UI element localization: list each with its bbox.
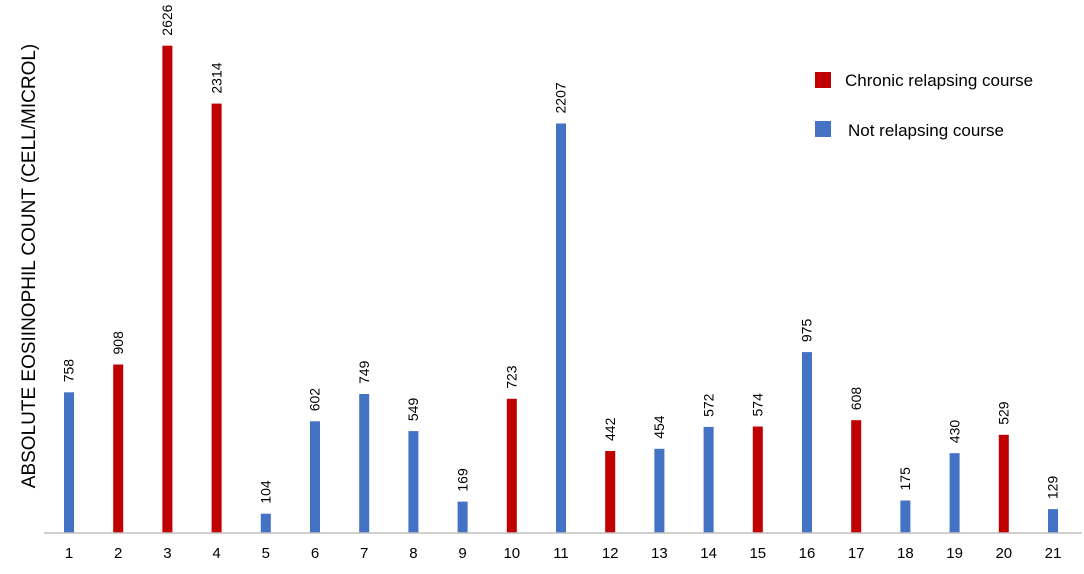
x-tick-label-19: 19 [946,545,963,562]
x-tick-label-1: 1 [65,545,73,562]
bar-12 [605,451,616,533]
x-tick-label-7: 7 [360,545,368,562]
data-label-21: 129 [1045,476,1061,500]
data-label-14: 572 [700,393,716,417]
data-label-20: 529 [996,401,1012,425]
data-label-13: 454 [651,415,667,439]
bar-8 [408,431,419,533]
bar-20 [998,434,1009,533]
bar-15 [752,426,763,533]
data-label-18: 175 [897,467,913,491]
data-label-10: 723 [504,365,520,389]
bar-4 [211,103,222,533]
bar-2 [113,364,124,533]
data-label-19: 430 [946,420,962,444]
x-tick-label-16: 16 [799,545,816,562]
data-label-1: 758 [61,359,77,383]
data-label-3: 2626 [159,4,175,35]
data-label-11: 2207 [553,82,569,113]
data-label-15: 574 [750,393,766,417]
x-tick-label-2: 2 [114,545,122,562]
x-tick-label-10: 10 [503,545,520,562]
data-label-6: 602 [307,388,323,412]
bar-9 [457,501,468,533]
data-label-5: 104 [258,480,274,504]
legend-label-not: Not relapsing course [848,121,1004,140]
data-label-4: 2314 [208,62,224,93]
bar-1 [64,392,74,533]
x-tick-label-15: 15 [749,545,766,562]
legend-label-chronic: Chronic relapsing course [845,71,1033,90]
bar-21 [1048,509,1058,533]
x-tick-label-13: 13 [651,545,668,562]
data-label-16: 975 [799,319,815,343]
data-label-17: 608 [848,387,864,411]
x-tick-label-6: 6 [311,545,319,562]
legend-swatch-chronic [815,72,831,88]
legend-swatch-not [815,121,831,137]
x-tick-label-4: 4 [212,545,220,562]
x-tick-label-8: 8 [409,545,417,562]
data-label-7: 749 [356,360,372,384]
data-label-2: 908 [110,331,126,355]
x-tick-label-11: 11 [553,545,569,562]
x-tick-label-17: 17 [848,545,865,562]
bar-7 [359,394,370,533]
x-tick-label-20: 20 [995,545,1012,562]
bar-10 [506,398,517,533]
bars-group [64,45,1058,533]
bar-3 [162,45,173,533]
bar-17 [851,420,862,533]
bar-6 [310,421,320,533]
x-tick-label-9: 9 [458,545,466,562]
data-label-9: 169 [454,468,470,492]
x-tick-label-14: 14 [700,545,717,562]
bar-5 [260,513,271,533]
data-label-8: 549 [405,398,421,422]
x-tick-label-18: 18 [897,545,914,562]
bar-18 [900,500,911,533]
x-tick-label-21: 21 [1045,545,1062,562]
legend: Chronic relapsing course Not relapsing co… [815,71,1033,140]
bar-11 [556,123,566,533]
data-label-12: 442 [602,417,618,441]
x-tick-label-3: 3 [163,545,171,562]
y-axis-label: ABSOLUTE EOSIINOPHIL COUNT (CELL/MICROL) [19,44,40,488]
value-labels-group: 758 908 2626 2314 104 602 749 549 169 723 2207 442 4… [61,4,1061,503]
x-ticks-group: 1 2 3 4 5 6 7 8 9 10 11 12 13 14 15 16 17 18 19 20 21 [65,545,1062,562]
x-tick-label-5: 5 [262,545,270,562]
bar-16 [802,352,812,533]
x-tick-label-12: 12 [602,545,619,562]
bar-14 [703,426,714,533]
bar-19 [949,453,960,533]
bar-13 [654,448,665,533]
